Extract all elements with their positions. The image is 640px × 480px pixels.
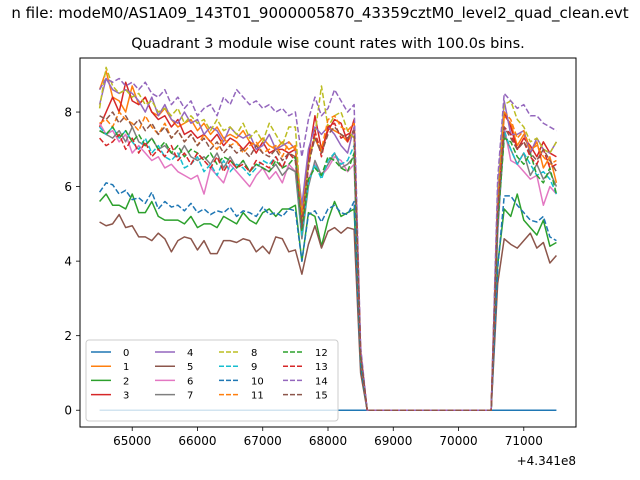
x-tick-label: 69000 <box>374 434 412 448</box>
x-tick-label: 67000 <box>244 434 282 448</box>
legend-label-7: 7 <box>187 391 193 402</box>
y-tick-label: 4 <box>64 255 72 269</box>
legend-box <box>85 339 339 422</box>
legend-label-0: 0 <box>123 348 129 359</box>
legend-label-5: 5 <box>187 362 193 373</box>
x-tick-label: 65000 <box>113 434 151 448</box>
x-tick-label: 71000 <box>505 434 543 448</box>
y-tick-label: 8 <box>64 106 72 120</box>
ticks-layer: 65000 66000 67000 68000 69000 70000 71000 0 2 4 6 8 <box>64 106 543 448</box>
y-tick-label: 0 <box>64 404 72 418</box>
figure-suptitle: n file: modeM0/AS1A09_143T01_9000005870_… <box>11 4 629 22</box>
legend-label-4: 4 <box>187 348 193 359</box>
x-tick-label: 66000 <box>178 434 216 448</box>
legend-label-15: 15 <box>315 391 328 402</box>
x-tick-label: 70000 <box>439 434 477 448</box>
legend-label-12: 12 <box>315 348 328 359</box>
legend-label-6: 6 <box>187 376 193 387</box>
x-offset-label: +4.341e8 <box>517 454 576 468</box>
series-line-15 <box>99 111 558 411</box>
legend-label-14: 14 <box>315 376 328 387</box>
series-layer <box>98 66 558 411</box>
legend-label-2: 2 <box>123 376 129 387</box>
y-tick-label: 2 <box>64 329 72 343</box>
legend-label-3: 3 <box>123 391 129 402</box>
chart-title: Quadrant 3 module wise count rates with … <box>131 36 525 52</box>
legend-label-10: 10 <box>251 376 264 387</box>
y-tick-label: 6 <box>64 180 72 194</box>
x-tick-label: 68000 <box>309 434 347 448</box>
legend-label-11: 11 <box>251 391 264 402</box>
legend-label-9: 9 <box>251 362 257 373</box>
legend-label-13: 13 <box>315 362 328 373</box>
legend-label-1: 1 <box>123 362 129 373</box>
legend-label-8: 8 <box>251 348 257 359</box>
